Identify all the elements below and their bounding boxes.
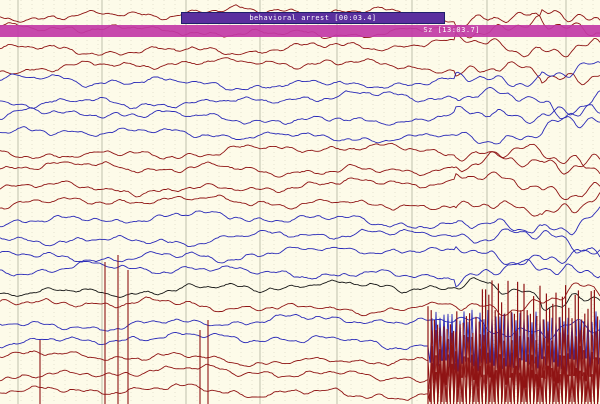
seizure-discharge xyxy=(39,255,599,404)
event-annotation-behavioral-arrest[interactable]: behavioral arrest [00:03.4] xyxy=(181,12,445,24)
eeg-channel-trace xyxy=(0,151,600,178)
eeg-channel-trace xyxy=(0,171,600,200)
eeg-channel-trace xyxy=(0,90,600,126)
eeg-channel-trace xyxy=(0,86,600,120)
eeg-channel-trace xyxy=(0,326,600,391)
eeg-channel-trace xyxy=(0,313,600,340)
eeg-channel-trace xyxy=(0,277,600,311)
eeg-channel-trace xyxy=(0,245,600,266)
eeg-channel-trace xyxy=(0,206,600,236)
eeg-channel-trace xyxy=(0,61,600,91)
eeg-channel-trace xyxy=(0,192,600,217)
eeg-channel-trace xyxy=(0,344,600,403)
eeg-channel-trace xyxy=(0,282,600,317)
eeg-traces xyxy=(0,4,600,403)
eeg-channel-trace xyxy=(0,116,600,145)
event-annotation-seizure[interactable]: Sz [13:03.7] xyxy=(0,25,600,37)
eeg-channel-trace xyxy=(0,142,600,175)
eeg-channel-trace xyxy=(0,361,600,403)
eeg-channel-trace xyxy=(0,258,600,288)
eeg-channel-trace xyxy=(0,309,600,372)
eeg-channel-trace xyxy=(0,31,600,58)
eeg-channel-trace xyxy=(0,228,600,255)
eeg-channel-trace xyxy=(0,57,600,86)
